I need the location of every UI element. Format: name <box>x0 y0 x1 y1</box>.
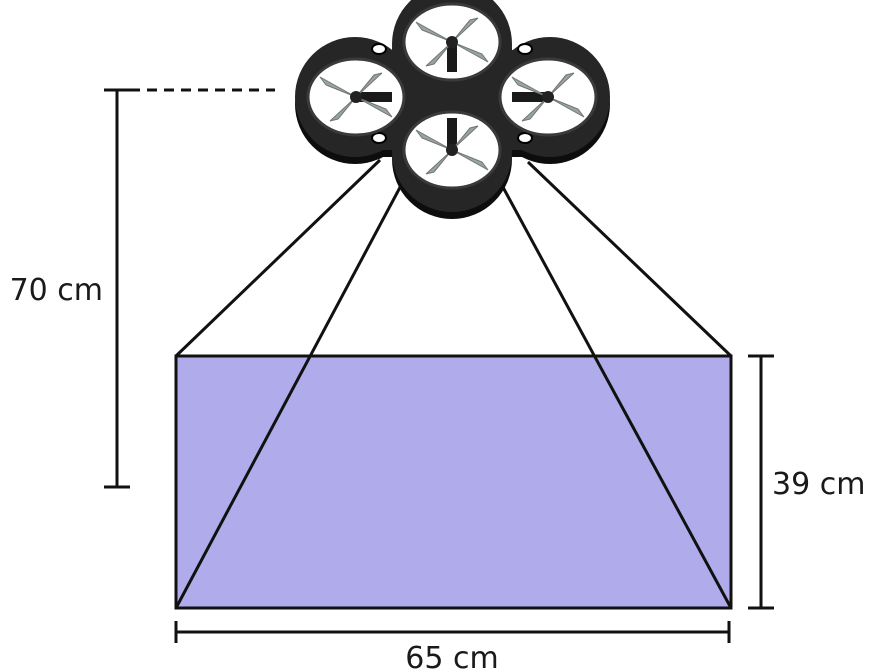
projection-line-front-left <box>174 177 407 609</box>
propeller-right <box>511 72 585 122</box>
propeller-front <box>415 125 489 175</box>
projection-line-front-right <box>496 177 733 609</box>
height-label: 70 cm <box>10 273 103 308</box>
mount-hole <box>517 43 533 55</box>
quadcopter-icon <box>295 0 610 219</box>
projection-lines <box>174 158 733 609</box>
propeller-back <box>415 17 489 67</box>
depth-dimension <box>748 354 774 610</box>
mount-hole <box>517 132 533 144</box>
mount-hole <box>371 43 387 55</box>
depth-label: 39 cm <box>772 467 865 502</box>
projection-line-back-left <box>174 158 382 358</box>
width-dimension <box>174 621 731 643</box>
width-label: 65 cm <box>405 641 498 670</box>
propeller-left <box>319 72 393 122</box>
projection-line-back-right <box>526 160 733 358</box>
ground-footprint <box>174 354 733 610</box>
height-dimension <box>104 88 275 489</box>
mount-hole <box>371 132 387 144</box>
